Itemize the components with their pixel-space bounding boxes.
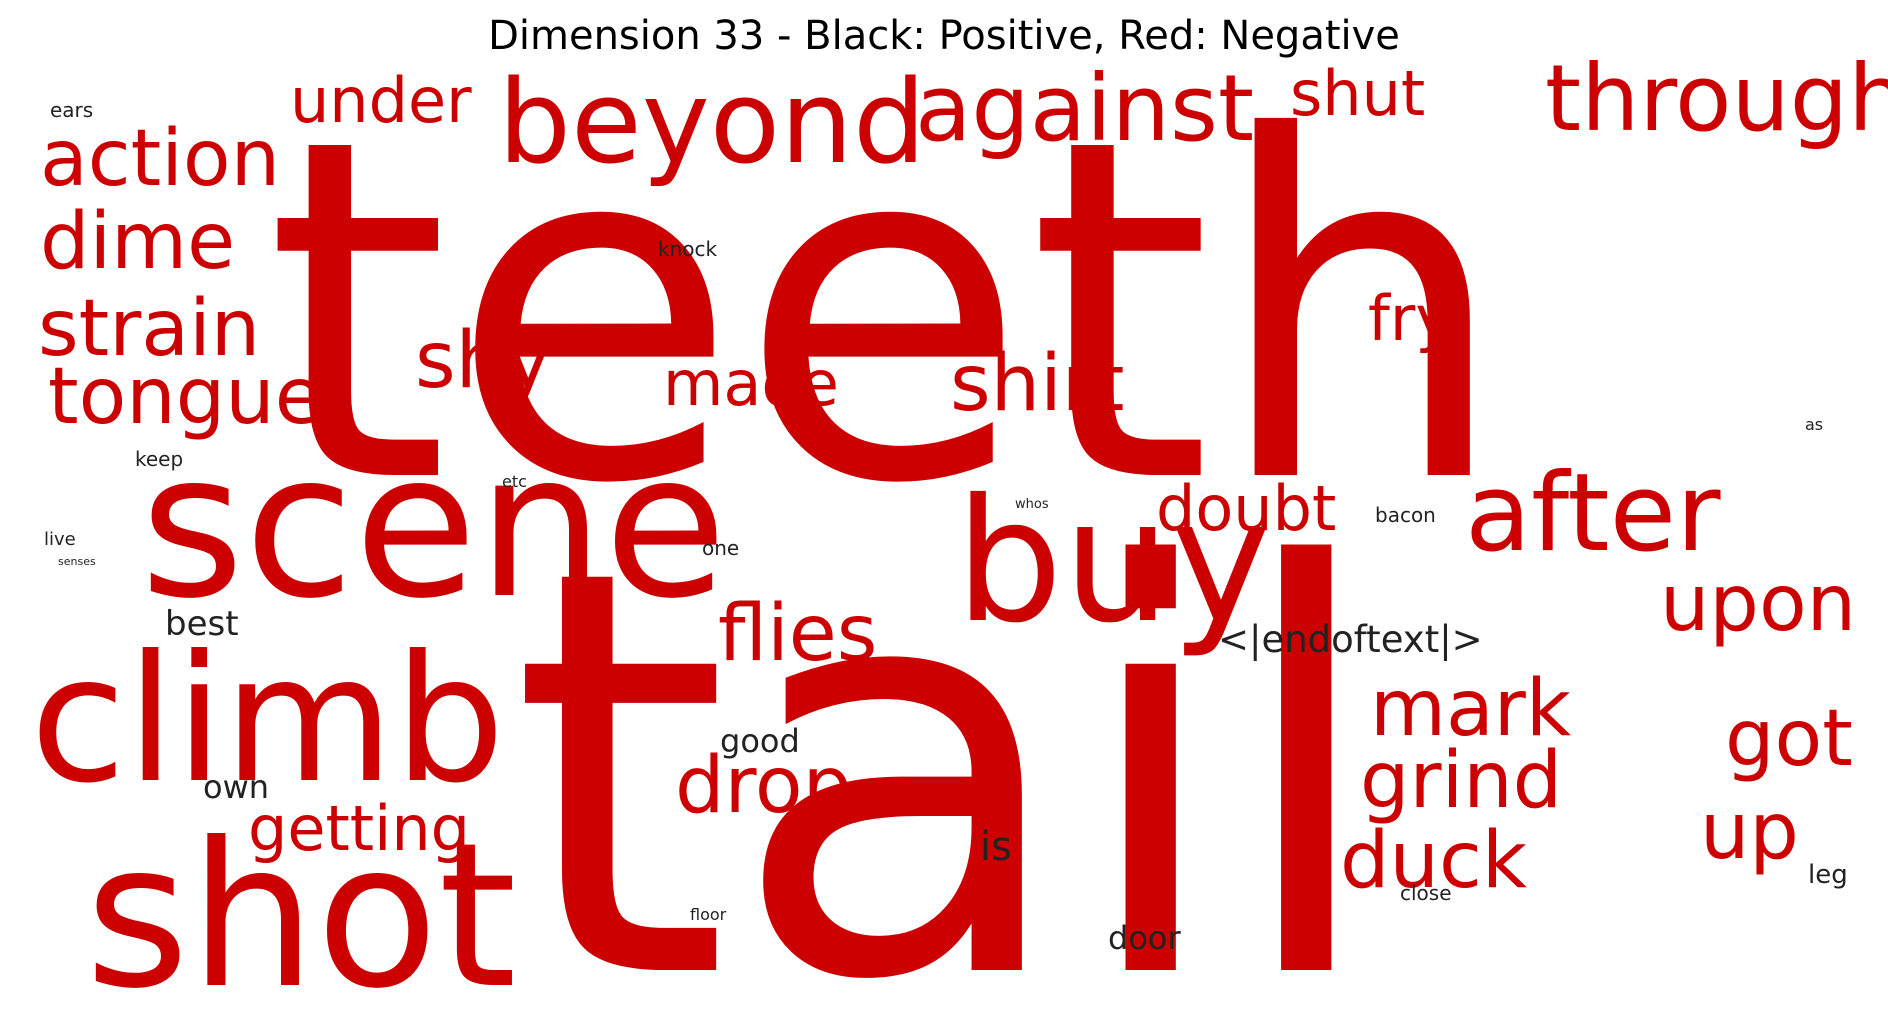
word-senses: senses — [58, 555, 96, 568]
word-drop: drop — [675, 741, 852, 831]
word-shut: shut — [1290, 57, 1425, 130]
word-good: good — [720, 722, 800, 760]
word-getting: getting — [248, 792, 470, 865]
word-keep: keep — [135, 447, 183, 471]
word-against: against — [915, 55, 1254, 162]
word-made: made — [663, 347, 839, 420]
word-got: got — [1725, 694, 1853, 784]
chart-title: Dimension 33 - Black: Positive, Red: Neg… — [488, 13, 1400, 59]
word-through: through — [1545, 45, 1888, 152]
word-bacon: bacon — [1375, 503, 1436, 527]
word-floor: floor — [690, 905, 727, 924]
word-tongue: tongue — [48, 352, 323, 442]
word-shirt: shirt — [950, 339, 1124, 429]
word-one: one — [702, 536, 739, 560]
word-leg: leg — [1808, 860, 1848, 890]
word-best: best — [165, 604, 239, 644]
word-shot: shot — [85, 800, 517, 1010]
word-endoftextendoftext-token: <|endoftext|> — [1218, 618, 1483, 661]
word-beyond: beyond — [498, 56, 926, 190]
word-whos: whos — [1015, 497, 1049, 512]
word-scene: scene — [140, 410, 727, 643]
word-up: up — [1700, 787, 1799, 877]
word-mark: mark — [1370, 664, 1571, 754]
word-flies: flies — [718, 589, 877, 679]
word-duck: duck — [1340, 816, 1527, 906]
word-after: after — [1465, 451, 1721, 576]
word-grind: grind — [1360, 736, 1562, 826]
word-buy: buy — [955, 463, 1271, 661]
word-tail: tail — [510, 451, 1384, 1010]
word-teeth: teeth — [265, 39, 1510, 586]
word-door: door — [1108, 919, 1181, 957]
word-strain: strain — [38, 284, 260, 374]
word-close: close — [1400, 881, 1452, 905]
word-live: live — [44, 529, 76, 550]
word-climb: climb — [30, 619, 505, 822]
word-upon: upon — [1660, 559, 1856, 649]
word-ears: ears — [50, 98, 93, 122]
word-fry: fry — [1368, 282, 1452, 355]
word-own: own — [203, 768, 269, 806]
word-dime: dime — [40, 197, 235, 287]
word-action: action — [40, 114, 280, 204]
word-is: is — [980, 824, 1012, 870]
word-knock: knock — [658, 237, 717, 261]
word-etc: etc — [502, 472, 527, 491]
word-under: under — [290, 64, 472, 137]
word-shy: shy — [415, 316, 551, 406]
word-doubt: doubt — [1156, 472, 1336, 545]
word-as: as — [1805, 415, 1823, 434]
